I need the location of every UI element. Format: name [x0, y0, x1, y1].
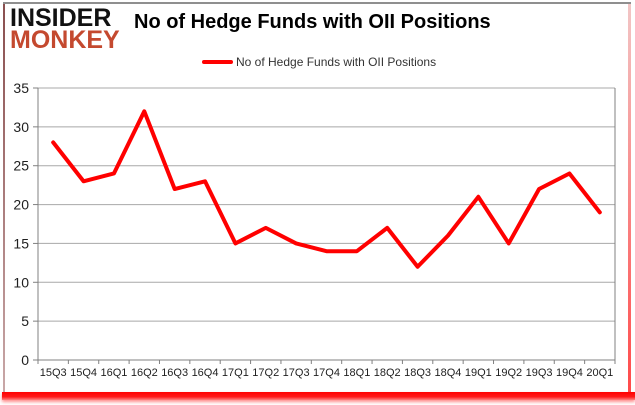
x-axis-tick-label: 18Q1: [343, 367, 370, 379]
logo-line-insider: INSIDER: [10, 4, 112, 32]
x-axis-tick-label: 16Q1: [100, 367, 127, 379]
x-axis-tick-label: 19Q2: [495, 367, 522, 379]
y-axis-tick-label: 35: [13, 80, 29, 96]
y-axis-tick-label: 10: [13, 274, 29, 290]
x-axis-tick-label: 19Q4: [556, 367, 583, 379]
y-axis-tick-label: 5: [21, 313, 29, 329]
x-axis-tick-label: 19Q3: [526, 367, 553, 379]
card-border-bottom: [2, 392, 635, 400]
x-axis-tick-label: 16Q2: [131, 367, 158, 379]
y-axis-tick-label: 0: [21, 352, 29, 368]
series-line-hedge-funds: [51, 109, 602, 269]
legend: No of Hedge Funds with OII Positions: [202, 55, 436, 69]
chart-title: No of Hedge Funds with OII Positions: [134, 11, 491, 33]
y-axis-tick-label: 30: [13, 119, 29, 135]
x-axis-tick-label: 15Q4: [70, 367, 97, 379]
legend-label: No of Hedge Funds with OII Positions: [236, 55, 437, 69]
x-axis-tick-label: 17Q4: [313, 367, 340, 379]
card-border-top: [3, 2, 631, 4]
logo-line-monkey: MONKEY: [10, 26, 120, 54]
x-axis-tick-label: 16Q3: [161, 367, 188, 379]
y-axis-tick-label: 25: [13, 158, 29, 174]
x-axis-tick-label: 18Q4: [435, 367, 462, 379]
card-border-left: [3, 4, 5, 392]
y-axis-tick-label: 15: [13, 235, 29, 251]
y-axis-tick-label: 20: [13, 197, 29, 213]
x-axis-tick-label: 20Q1: [586, 367, 613, 379]
x-axis-tick-label: 15Q3: [40, 367, 67, 379]
x-axis-tick-label: 17Q2: [252, 367, 279, 379]
insider-monkey-logo: INSIDER MONKEY: [10, 4, 120, 54]
x-axis-tick-label: 19Q1: [465, 367, 492, 379]
card-border-right: [628, 4, 631, 392]
legend-line-swatch: [202, 60, 233, 64]
x-axis-tick-label: 18Q2: [374, 367, 401, 379]
x-axis-tick-label: 18Q3: [404, 367, 431, 379]
x-axis-tick-label: 16Q4: [192, 367, 219, 379]
x-axis-tick-label: 17Q1: [222, 367, 249, 379]
x-axis-tick-label: 17Q3: [283, 367, 310, 379]
